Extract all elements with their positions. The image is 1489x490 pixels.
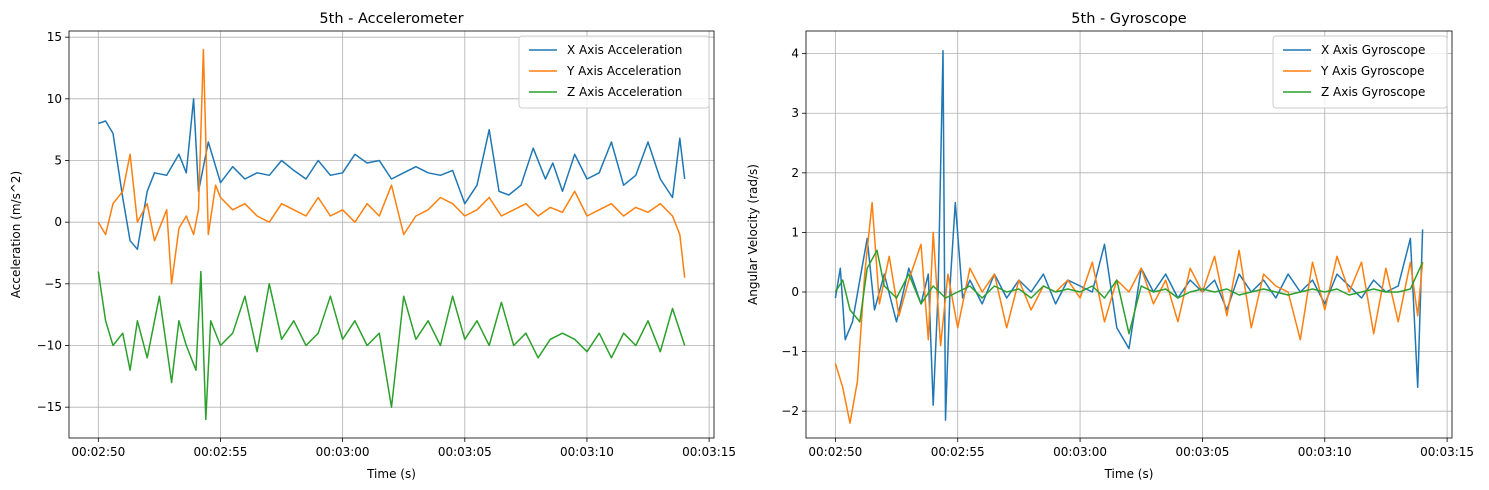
y-tick-label: 10 (47, 92, 62, 106)
gyro-chart-title: 5th - Gyroscope (1071, 11, 1186, 27)
y-tick-label: 15 (47, 30, 62, 44)
gyro-plot-frame (805, 30, 1453, 439)
gyro-series-group (834, 49, 1424, 424)
y-tick-label: −1 (781, 345, 799, 359)
x-tick-label: 00:03:05 (1175, 445, 1229, 459)
accelerometer-chart: 00:02:50 00:02:55 00:03:00 00:03:05 00:03:10… (9, 11, 736, 481)
legend-entry: Y Axis Acceleration (566, 64, 681, 78)
acc-series-x-line (98, 98, 686, 251)
legend-box (1272, 35, 1448, 109)
acc-y-axis-label: Acceleration (m/s^2) (9, 171, 23, 298)
y-tick-label: −15 (37, 400, 62, 414)
legend-entry: Z Axis Acceleration (567, 85, 682, 99)
x-tick-label: 00:03:10 (560, 445, 614, 459)
gyro-legend: X Axis Gyroscope Y Axis Gyroscope Z Axis G… (1272, 35, 1448, 109)
x-tick-label: 00:03:05 (438, 445, 492, 459)
x-tick-label: 00:03:10 (1298, 445, 1352, 459)
y-tick-label: 2 (791, 166, 799, 180)
x-tick-label: 00:03:00 (316, 445, 370, 459)
acc-chart-title: 5th - Accelerometer (319, 11, 463, 27)
legend-entry: X Axis Gyroscope (1321, 43, 1425, 57)
x-tick-label: 00:03:00 (1053, 445, 1107, 459)
acc-series-group (97, 48, 686, 421)
y-tick-label: −5 (44, 277, 62, 291)
acc-plot-frame (68, 30, 715, 439)
x-tick-label: 00:02:50 (808, 445, 862, 459)
x-tick-label: 00:02:55 (194, 445, 248, 459)
x-tick-label: 00:02:55 (931, 445, 985, 459)
gyro-y-axis-label: Angular Velocity (rad/s) (746, 164, 760, 305)
y-tick-label: 5 (54, 154, 62, 168)
y-tick-label: 4 (791, 47, 799, 61)
x-tick-label: 00:03:15 (682, 445, 736, 459)
legend-entry: Y Axis Gyroscope (1320, 64, 1424, 78)
x-tick-label: 00:02:50 (71, 445, 125, 459)
gyroscope-chart: 00:02:50 00:02:55 00:03:00 00:03:05 00:03:10… (746, 11, 1474, 481)
legend-entry: X Axis Acceleration (567, 43, 682, 57)
y-tick-label: 3 (791, 106, 799, 120)
acc-series-y-line (97, 48, 686, 285)
y-tick-label: 0 (54, 215, 62, 229)
acc-series-z-line (97, 270, 686, 421)
y-tick-label: −2 (781, 404, 799, 418)
gyro-series-z-line (834, 249, 1424, 335)
acc-x-axis-label: Time (s) (366, 467, 416, 481)
x-tick-label: 00:03:15 (1420, 445, 1474, 459)
acc-legend: X Axis Acceleration Y Axis Acceleration Z … (518, 35, 710, 109)
legend-entry: Z Axis Gyroscope (1321, 85, 1425, 99)
legend-box (518, 35, 710, 109)
y-tick-label: 1 (791, 225, 799, 239)
y-tick-label: 0 (791, 285, 799, 299)
gyro-series-y-line (834, 201, 1424, 424)
gyro-x-axis-label: Time (s) (1104, 467, 1154, 481)
y-tick-label: −10 (37, 339, 62, 353)
